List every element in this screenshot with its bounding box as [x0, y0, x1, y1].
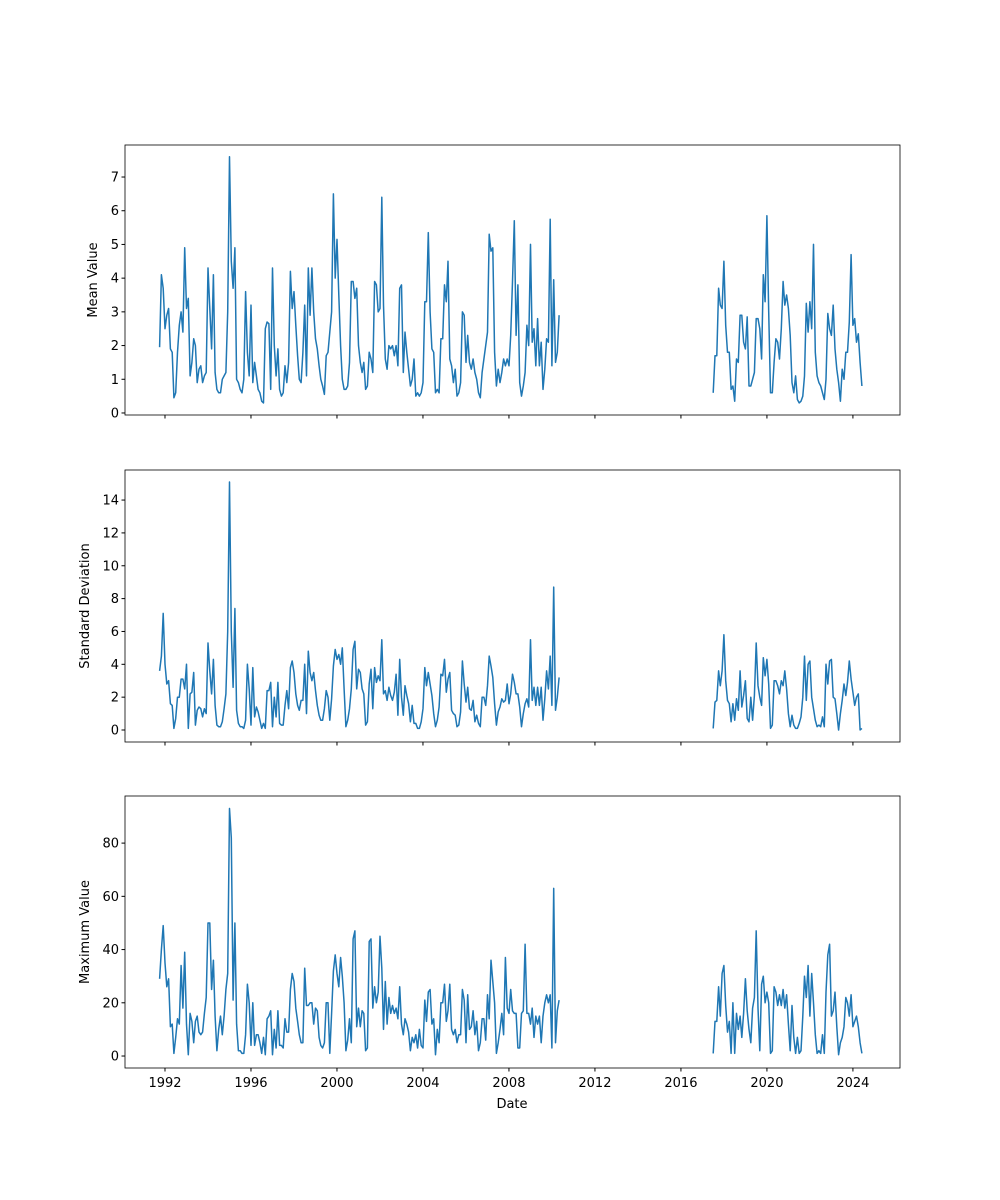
y-tick-label: 0	[111, 406, 119, 421]
y-tick-label: 0	[111, 724, 119, 739]
y-tick-label: 8	[111, 592, 119, 607]
series-line-segment	[712, 930, 863, 1056]
axes-frame	[124, 144, 901, 416]
y-axis-label: Maximum Value	[78, 880, 93, 984]
y-tick-label: 20	[102, 996, 119, 1011]
y-tick-label: 3	[111, 305, 119, 320]
x-tick-label: 1996	[234, 1076, 267, 1091]
x-axis-label: Date	[496, 1097, 527, 1112]
y-tick-label: 1	[111, 373, 119, 388]
y-tick-label: 4	[111, 658, 119, 673]
x-tick-label: 2008	[492, 1076, 525, 1091]
y-tick-label: 6	[111, 204, 119, 219]
axes-frame	[124, 795, 901, 1069]
y-tick-label: 80	[102, 837, 119, 852]
series-line-segment	[158, 481, 560, 730]
y-tick-label: 4	[111, 272, 119, 287]
series-line-segment	[712, 215, 863, 404]
y-axis-label: Mean Value	[86, 242, 101, 317]
y-tick-label: 0	[111, 1050, 119, 1065]
y-tick-label: 60	[102, 890, 119, 905]
y-tick-label: 7	[111, 171, 119, 186]
y-tick-label: 12	[102, 526, 119, 541]
x-tick-label: 2020	[750, 1076, 783, 1091]
series-line-segment	[158, 156, 560, 404]
y-tick-label: 10	[102, 559, 119, 574]
series-line-segment	[158, 807, 560, 1056]
x-tick-label: 2012	[578, 1076, 611, 1091]
y-tick-label: 14	[102, 494, 119, 509]
x-tick-label: 1992	[148, 1076, 181, 1091]
y-axis-label: Standard Deviation	[78, 543, 93, 668]
y-tick-label: 40	[102, 943, 119, 958]
y-tick-label: 2	[111, 339, 119, 354]
x-tick-label: 2024	[836, 1076, 869, 1091]
y-tick-label: 2	[111, 691, 119, 706]
y-tick-label: 6	[111, 625, 119, 640]
y-tick-label: 5	[111, 238, 119, 253]
series-line-segment	[712, 633, 863, 731]
x-tick-label: 2004	[406, 1076, 439, 1091]
x-tick-label: 2016	[664, 1076, 697, 1091]
x-tick-label: 2000	[320, 1076, 353, 1091]
axes-frame	[124, 469, 901, 743]
